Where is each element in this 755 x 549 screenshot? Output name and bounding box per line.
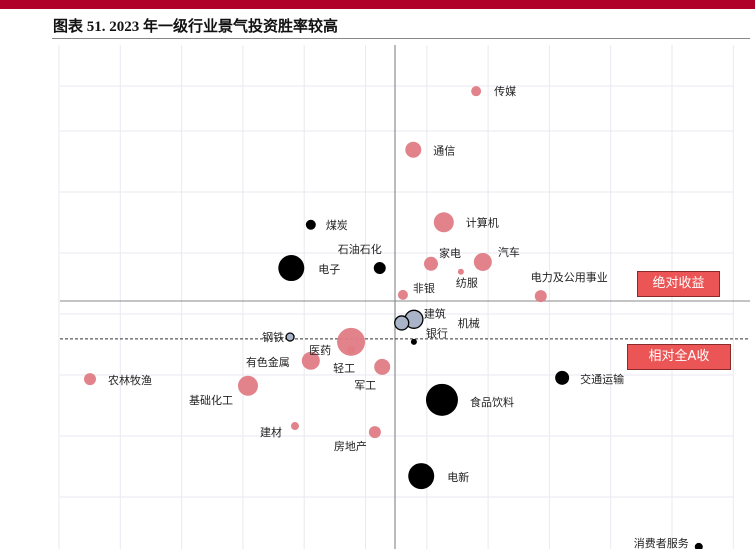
- bubble-point: [84, 373, 96, 386]
- bubble-point: [305, 219, 316, 230]
- point-label: 建筑: [424, 306, 446, 320]
- point-label: 汽车: [498, 245, 520, 259]
- relative-return-label: 相对全A收: [627, 344, 731, 370]
- point-label: 纺服: [456, 276, 478, 290]
- point-label: 非银: [413, 281, 435, 295]
- bubble-point: [471, 86, 482, 97]
- point-label: 基础化工: [189, 393, 233, 407]
- bubble-point: [433, 212, 454, 233]
- point-label: 交通运输: [580, 372, 624, 386]
- bubble-point: [423, 256, 438, 271]
- bubble-point: [394, 315, 410, 331]
- bubble-point: [278, 255, 305, 282]
- bubble-point: [410, 338, 417, 345]
- bubble-point: [534, 290, 547, 303]
- point-label: 医药: [309, 344, 331, 357]
- bubble-point: [425, 383, 458, 416]
- bubble-point: [347, 345, 356, 354]
- point-label: 石油石化: [338, 242, 382, 256]
- bubble-point: [457, 268, 464, 275]
- bubble-point: [373, 262, 386, 275]
- point-label: 电子: [318, 263, 340, 276]
- top-brand-bar: [0, 0, 755, 9]
- point-label: 钢铁: [262, 331, 284, 344]
- point-label: 传媒: [494, 85, 516, 98]
- bubble-point: [237, 375, 258, 396]
- point-label: 家电: [439, 246, 461, 260]
- absolute-return-label: 绝对收益: [637, 271, 720, 297]
- bubble-point: [405, 141, 422, 158]
- bubble-point: [408, 463, 435, 490]
- bubble-point: [290, 422, 299, 431]
- point-label: 轻工: [333, 361, 355, 375]
- point-label: 电力及公用事业: [531, 271, 608, 284]
- bubble-point: [285, 332, 295, 342]
- point-label: 银行: [426, 326, 448, 340]
- point-label: 电新: [447, 470, 469, 484]
- bubble-point: [301, 351, 320, 370]
- point-label: 军工: [354, 379, 376, 392]
- point-label: 房地产: [334, 439, 367, 453]
- figure-title: 图表 51. 2023 年一级行业景气投资胜率较高: [53, 19, 339, 35]
- point-label: 食品饮料: [470, 395, 514, 409]
- bubble-point: [397, 289, 408, 300]
- bubble-point: [337, 327, 366, 356]
- title-divider: [52, 38, 750, 39]
- point-label: 农林牧渔: [108, 373, 152, 387]
- point-label: 煤炭: [326, 219, 348, 232]
- point-label: 建材: [260, 425, 282, 439]
- bubble-point: [368, 426, 381, 439]
- point-label: 有色金属: [246, 355, 290, 369]
- point-label: 消费者服务: [634, 536, 689, 549]
- point-label: 机械: [458, 316, 480, 330]
- bubble-point: [374, 358, 391, 375]
- bubble-point: [473, 252, 492, 271]
- bubble-point: [694, 542, 703, 549]
- point-label: 计算机: [466, 215, 499, 229]
- bubble-point: [555, 370, 570, 385]
- point-label: 通信: [433, 145, 455, 158]
